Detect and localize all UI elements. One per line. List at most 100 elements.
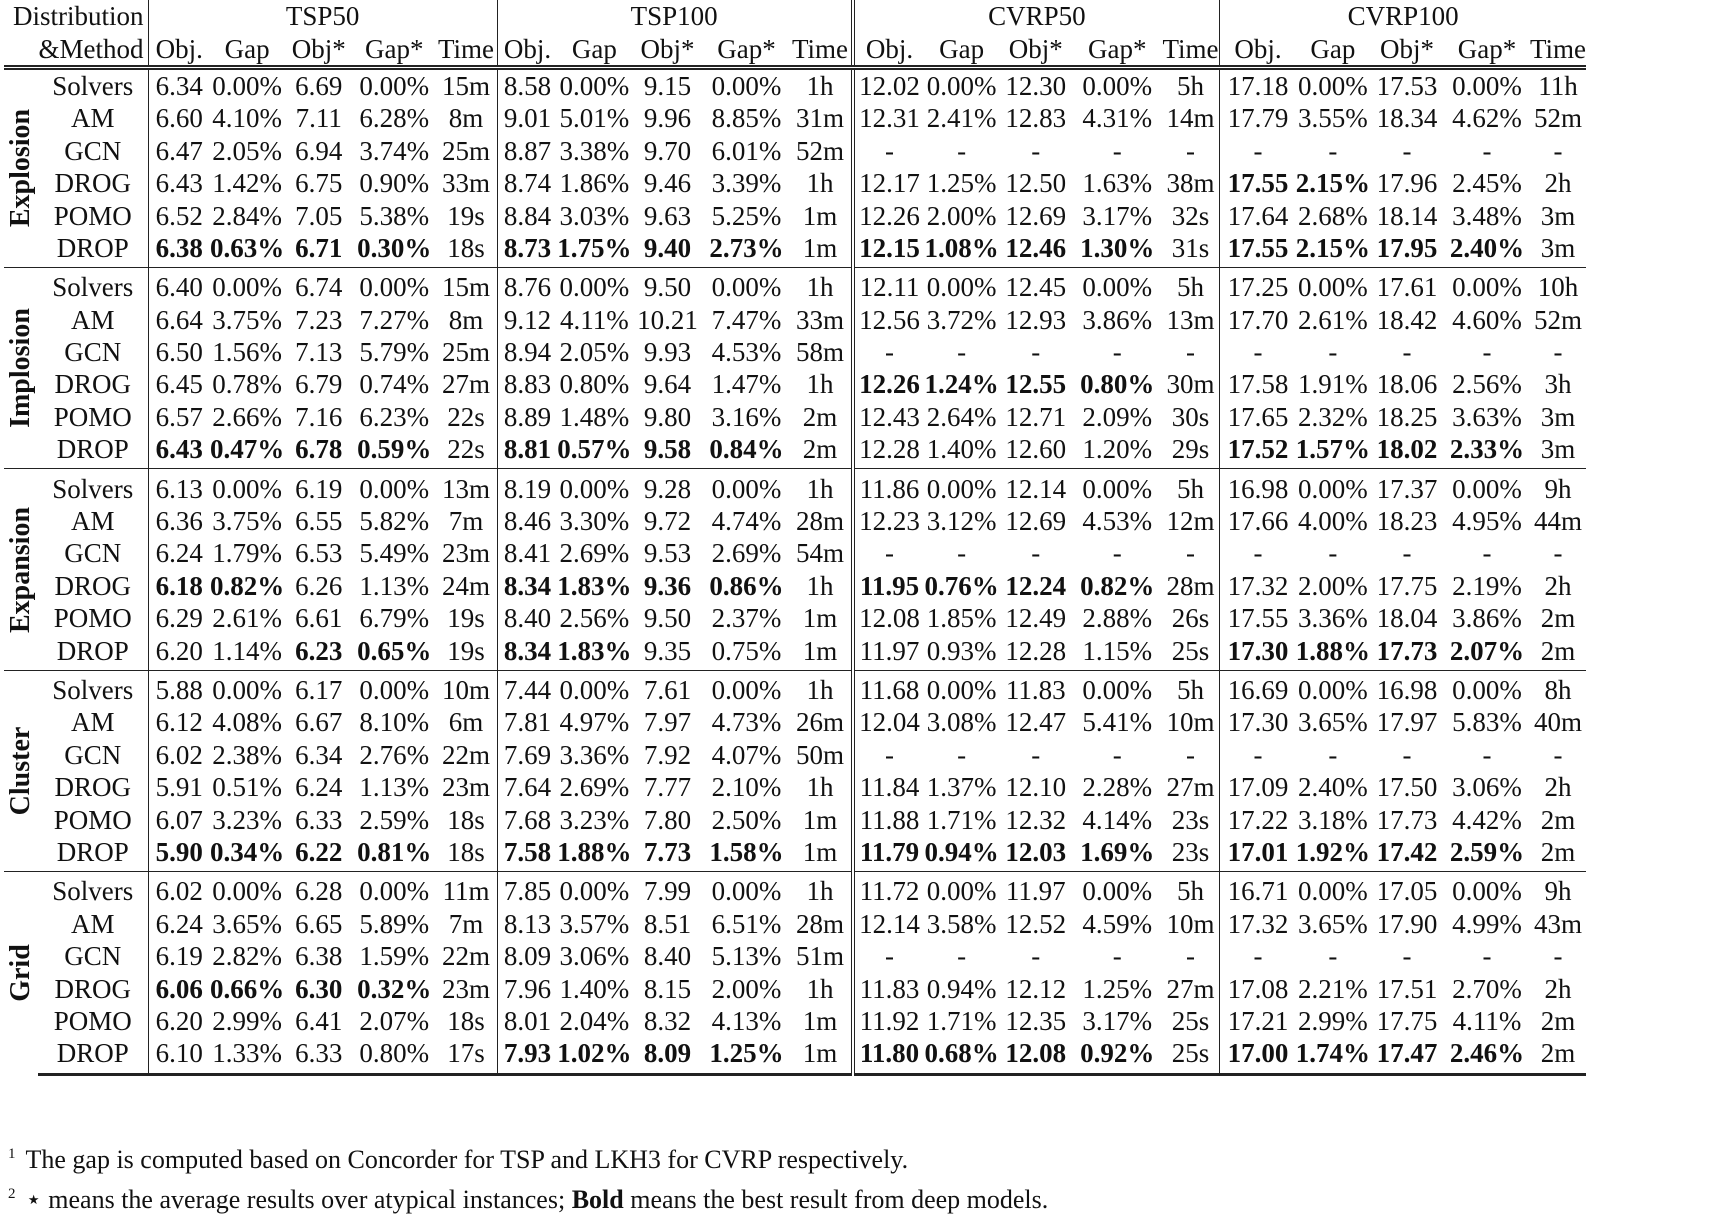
table-cell: 6.20 — [147, 634, 210, 671]
table-cell: 16.98 — [1370, 669, 1444, 707]
table-cell: 2.68% — [1298, 200, 1368, 231]
table-cell: 2.05% — [559, 337, 630, 368]
table-cell: 4.53% — [711, 337, 782, 368]
table-cell: 6.24 — [295, 772, 343, 803]
table-cell: 17.58 — [1219, 368, 1296, 401]
table-cell: 6.10 — [147, 1037, 210, 1076]
table-cell: 8.81 — [496, 433, 558, 469]
table-cell: 6.79 — [295, 369, 343, 400]
table-cell: 12.35 — [1005, 1005, 1067, 1036]
subheader-3-0: Obj. — [1219, 32, 1296, 70]
table-cell: 0.80% — [559, 369, 630, 400]
table-cell: 9.35 — [643, 635, 692, 666]
table-cell: 17.00 — [1219, 1037, 1296, 1076]
method-label: DROP — [56, 232, 129, 263]
table-cell: 17.70 — [1219, 303, 1296, 336]
method-label: DROP — [56, 434, 129, 465]
table-cell: 17.90 — [1376, 908, 1438, 939]
table-cell: 6.02 — [147, 738, 210, 771]
table-cell: 28m — [795, 908, 844, 939]
table-cell: 3.08% — [926, 707, 997, 738]
table-cell: 2.04% — [559, 1005, 630, 1036]
table-row: DROG 6.43 1.42% 6.75 0.90% 33m 8.74 1.86% 9.46 3.… — [4, 166, 1586, 200]
table-cell: 25m — [441, 337, 490, 368]
table-cell: 12.14 — [998, 468, 1073, 505]
table-cell: 7.96 — [496, 972, 558, 1005]
table-cell: 0.00% — [359, 70, 430, 101]
method-label: AM — [70, 908, 115, 939]
table-cell: 13m — [435, 468, 498, 505]
table-cell: 17.47 — [1370, 1037, 1444, 1076]
table-cell: 3.17% — [1082, 200, 1153, 231]
table-cell: 9.40 — [643, 232, 692, 263]
table-cell: 17.32 — [1219, 907, 1296, 940]
table-cell: 2.37% — [711, 603, 782, 634]
table-cell: 8.76 — [496, 267, 558, 304]
table-cell: 6.40 — [147, 267, 210, 304]
table-cell: 2.50% — [711, 804, 782, 835]
table-row: AM 6.60 4.10% 7.11 6.28% 8m 9.01 5.01% 9.96 8.85%… — [4, 102, 1586, 135]
table-cell: 24m — [441, 570, 490, 601]
table-cell: 12.23 — [850, 504, 925, 538]
table-cell: 7.69 — [496, 738, 558, 771]
table-cell: 0.00% — [1295, 468, 1370, 505]
table-cell: 7.81 — [496, 706, 558, 739]
table-cell: 17.08 — [1219, 972, 1296, 1005]
method-label: DROG — [54, 570, 131, 601]
table-cell: 17.66 — [1219, 504, 1296, 538]
table-row: Grid Solvers 6.02 0.00% 6.28 0.00% 11m 7.85 0.00… — [4, 871, 1587, 1074]
table-cell: 7.80 — [643, 804, 692, 835]
table-cell: 4.99% — [1452, 908, 1522, 939]
table-cell: 1.40% — [926, 434, 997, 465]
table-cell: 23s — [1171, 804, 1210, 835]
table-cell: 11.97 — [850, 634, 925, 671]
table-cell: 58m — [795, 337, 844, 368]
table-cell: 11.86 — [850, 468, 925, 505]
table-cell: 6.41 — [295, 1005, 343, 1036]
table-row: GCN 6.50 1.56% 7.13 5.79% 25m 8.94 2.05% 9.93 4.5… — [4, 335, 1586, 369]
table-cell: - — [1219, 134, 1296, 167]
table-cell: 3.75% — [212, 304, 282, 335]
table-cell: 2m — [1540, 635, 1576, 666]
table-cell: - — [1031, 538, 1041, 569]
table-cell: 18s — [447, 232, 485, 263]
table-row: POMO 6.29 2.61% 6.61 6.79% 19s 8.40 2.56% 9.50 2.… — [4, 602, 1586, 635]
table-cell: 12.69 — [1005, 200, 1067, 231]
table-cell: 3.17% — [1082, 1005, 1153, 1036]
subheader-0-4: Time — [435, 32, 498, 70]
table-cell: 23m — [441, 772, 490, 803]
table-cell: 2.38% — [212, 739, 282, 770]
method-label: DROG — [54, 369, 131, 400]
table-cell: 2.84% — [212, 200, 282, 231]
table-cell: 3.36% — [559, 739, 630, 770]
table-cell: 8m — [448, 103, 484, 134]
table-cell: 17.75 — [1376, 1005, 1438, 1036]
distribution-label-cell: Cluster — [4, 669, 38, 872]
results-table: Distribution TSP50 TSP100 CVRP50 CVRP100… — [4, 0, 1587, 1076]
table-cell: 6.45 — [147, 368, 210, 401]
table-cell: 9.93 — [643, 337, 692, 368]
table-cell: 0.00% — [926, 70, 997, 101]
table-cell: 44m — [1534, 506, 1583, 537]
table-cell: 3.58% — [926, 908, 997, 939]
table-cell: 4.13% — [711, 1005, 782, 1036]
table-cell: 2.10% — [711, 772, 782, 803]
results-body: Explosion Solvers 6.34 0.00% 6.69 0.00% 15m 8.5… — [4, 67, 1587, 1076]
table-cell: 0.00% — [1072, 871, 1162, 908]
table-cell: 1.86% — [559, 168, 630, 199]
subheader-0-3: Gap* — [353, 32, 436, 70]
table-cell: 1.40% — [559, 973, 630, 1004]
table-cell: 1.42% — [212, 168, 282, 199]
table-cell: 2.66% — [212, 401, 282, 432]
table-cell: 0.32% — [357, 973, 432, 1004]
table-cell: 1.83% — [557, 570, 632, 601]
table-row: DROP 6.38 0.63% 6.71 0.30% 18s 8.73 1.75% 9.40 2.… — [4, 231, 1586, 268]
table-cell: 0.00% — [703, 871, 790, 908]
table-cell: 9.96 — [643, 103, 692, 134]
table-cell: 0.78% — [212, 369, 282, 400]
table-cell: - — [1553, 538, 1563, 569]
table-row: Explosion Solvers 6.34 0.00% 6.69 0.00% 15m 8.5… — [4, 67, 1586, 228]
table-row: DROG 6.45 0.78% 6.79 0.74% 27m 8.83 0.80% 9.64 1.… — [4, 368, 1586, 401]
table-cell: 6.24 — [147, 537, 210, 570]
table-cell: 6.33 — [284, 1037, 354, 1076]
